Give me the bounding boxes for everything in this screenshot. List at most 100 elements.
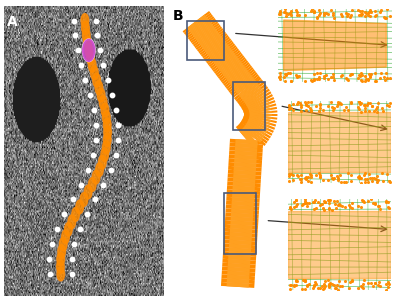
Point: [293, 283, 299, 288]
Text: A: A: [7, 15, 18, 29]
Point: [305, 103, 312, 108]
Circle shape: [85, 43, 92, 57]
Point: [290, 204, 297, 209]
Point: [365, 77, 372, 82]
Point: [383, 15, 389, 20]
Circle shape: [96, 163, 103, 177]
Circle shape: [80, 192, 88, 206]
Point: [284, 71, 291, 76]
Point: [298, 173, 304, 178]
Circle shape: [68, 215, 76, 229]
Point: [329, 282, 335, 287]
Point: [302, 287, 308, 292]
Point: [316, 109, 322, 114]
Point: [334, 174, 340, 179]
Point: [362, 171, 368, 175]
Point: [346, 202, 353, 207]
Point: [276, 75, 283, 79]
Point: [294, 74, 300, 79]
Circle shape: [102, 111, 110, 124]
Point: [295, 100, 301, 105]
Point: [359, 285, 366, 290]
Circle shape: [76, 200, 84, 214]
Point: [329, 105, 335, 110]
Point: [385, 285, 391, 290]
Point: [375, 282, 381, 287]
Circle shape: [64, 222, 72, 236]
Point: [362, 106, 368, 111]
Circle shape: [82, 21, 89, 35]
Bar: [233, 82, 266, 130]
Point: [364, 281, 371, 285]
Point: [333, 206, 340, 210]
Point: [366, 72, 372, 77]
Point: [305, 178, 312, 183]
Point: [286, 205, 293, 210]
Circle shape: [86, 51, 94, 65]
Point: [331, 283, 338, 288]
Point: [302, 277, 308, 282]
Point: [372, 79, 379, 84]
Point: [293, 197, 299, 202]
Circle shape: [56, 260, 64, 274]
Point: [310, 200, 317, 204]
Point: [317, 105, 323, 110]
Point: [282, 79, 288, 83]
Bar: [288, 112, 391, 172]
Circle shape: [88, 58, 96, 72]
Point: [335, 177, 341, 182]
Point: [330, 177, 336, 182]
Point: [281, 75, 288, 80]
Point: [376, 204, 382, 209]
Point: [384, 280, 391, 284]
Point: [344, 76, 350, 81]
Point: [308, 8, 314, 13]
Point: [384, 76, 390, 81]
Point: [283, 10, 289, 15]
Point: [314, 71, 320, 76]
Point: [277, 9, 284, 14]
Point: [324, 11, 331, 16]
Point: [369, 176, 375, 181]
Point: [372, 107, 379, 111]
Point: [282, 10, 288, 15]
Point: [316, 74, 322, 79]
Circle shape: [81, 14, 89, 27]
Point: [348, 178, 355, 183]
Point: [366, 172, 372, 177]
Circle shape: [82, 28, 90, 42]
Point: [339, 284, 346, 288]
Point: [298, 176, 304, 181]
Point: [372, 281, 378, 285]
Circle shape: [95, 81, 103, 95]
Point: [356, 175, 362, 179]
Point: [307, 175, 314, 180]
Point: [325, 282, 332, 287]
Point: [293, 8, 299, 13]
Point: [322, 199, 329, 204]
Point: [381, 15, 388, 20]
Point: [302, 99, 308, 104]
Point: [290, 284, 297, 288]
Point: [328, 7, 334, 12]
Point: [320, 108, 326, 112]
Point: [367, 14, 374, 19]
Circle shape: [98, 155, 106, 169]
Point: [317, 173, 323, 178]
Point: [304, 100, 311, 105]
Point: [293, 197, 300, 202]
Point: [375, 204, 381, 208]
Point: [358, 109, 364, 114]
Point: [298, 109, 304, 114]
Point: [304, 201, 310, 205]
Point: [338, 101, 344, 106]
Point: [362, 13, 368, 18]
Point: [330, 176, 337, 181]
Point: [323, 10, 329, 15]
Point: [326, 197, 332, 202]
Point: [387, 76, 394, 81]
Point: [334, 99, 341, 104]
Point: [325, 198, 332, 202]
Point: [358, 71, 364, 76]
Point: [320, 13, 327, 18]
